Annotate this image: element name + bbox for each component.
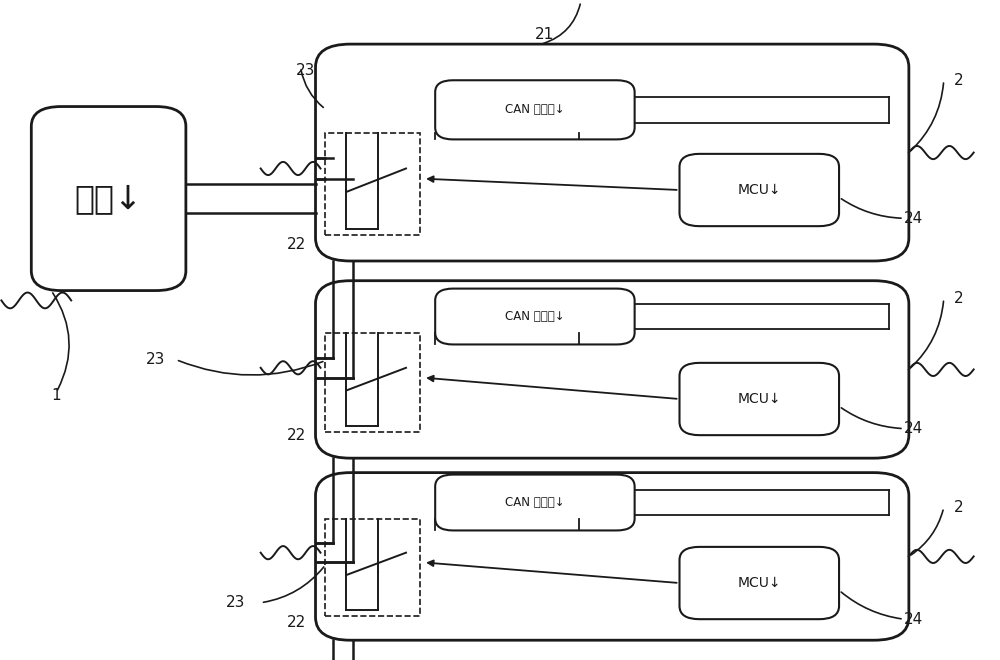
Text: 22: 22 (287, 237, 306, 252)
Bar (325, 133, 420, 235)
Bar (325, 519, 420, 616)
FancyBboxPatch shape (680, 154, 839, 226)
Text: MCU↓: MCU↓ (738, 183, 781, 197)
Text: 2: 2 (954, 500, 964, 515)
Text: 23: 23 (146, 352, 166, 367)
Text: 21: 21 (535, 27, 554, 42)
FancyBboxPatch shape (680, 547, 839, 619)
FancyBboxPatch shape (435, 81, 635, 139)
Text: 主机↓: 主机↓ (75, 182, 143, 215)
FancyBboxPatch shape (435, 288, 635, 345)
FancyBboxPatch shape (680, 363, 839, 435)
Text: MCU↓: MCU↓ (738, 576, 781, 590)
Text: 23: 23 (296, 63, 315, 78)
Text: MCU↓: MCU↓ (738, 392, 781, 406)
Text: CAN 收发器↓: CAN 收发器↓ (505, 496, 565, 509)
FancyBboxPatch shape (435, 475, 635, 531)
Text: 2: 2 (954, 73, 964, 88)
Text: CAN 收发器↓: CAN 收发器↓ (505, 310, 565, 323)
Text: 24: 24 (904, 612, 923, 627)
Text: 1: 1 (51, 388, 61, 403)
Bar (325, 333, 420, 432)
Text: CAN 收发器↓: CAN 收发器↓ (505, 104, 565, 116)
FancyBboxPatch shape (31, 106, 186, 290)
Text: 24: 24 (904, 421, 923, 436)
Text: 2: 2 (954, 291, 964, 306)
Text: 24: 24 (904, 211, 923, 226)
Text: 22: 22 (287, 615, 306, 630)
Text: 23: 23 (226, 595, 245, 611)
Text: 22: 22 (287, 428, 306, 443)
